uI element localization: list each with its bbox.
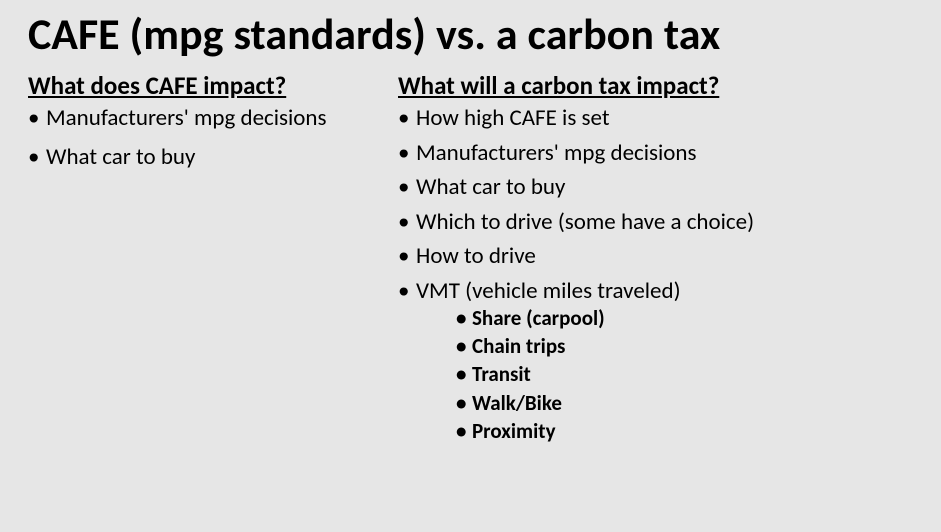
- list-item: Manufacturers' mpg decisions: [398, 140, 913, 166]
- right-sublist: Share (carpool) Chain trips Transit Walk…: [416, 306, 913, 444]
- right-heading: What will a carbon tax impact?: [398, 70, 913, 101]
- sub-list-item: Share (carpool): [456, 306, 913, 331]
- list-item: Manufacturers' mpg decisions: [28, 105, 398, 131]
- right-column: What will a carbon tax impact? How high …: [398, 70, 913, 452]
- list-item: Which to drive (some have a choice): [398, 209, 913, 235]
- list-item: What car to buy: [28, 144, 398, 170]
- sub-list-item: Proximity: [456, 419, 913, 444]
- list-item: How to drive: [398, 243, 913, 269]
- sub-list-item: Walk/Bike: [456, 391, 913, 416]
- slide-title: CAFE (mpg standards) vs. a carbon tax: [28, 10, 913, 58]
- list-item: What car to buy: [398, 174, 913, 200]
- sub-list-item: Transit: [456, 362, 913, 387]
- list-item: How high CAFE is set: [398, 105, 913, 131]
- list-item-label: VMT (vehicle miles traveled): [416, 277, 681, 305]
- list-item: VMT (vehicle miles traveled) Share (carp…: [398, 278, 913, 444]
- left-list: Manufacturers' mpg decisions What car to…: [28, 105, 398, 170]
- left-column: What does CAFE impact? Manufacturers' mp…: [28, 70, 398, 452]
- right-list: How high CAFE is set Manufacturers' mpg …: [398, 105, 913, 444]
- left-heading: What does CAFE impact?: [28, 70, 398, 101]
- slide: CAFE (mpg standards) vs. a carbon tax Wh…: [0, 0, 941, 452]
- sub-list-item: Chain trips: [456, 334, 913, 359]
- columns: What does CAFE impact? Manufacturers' mp…: [28, 70, 913, 452]
